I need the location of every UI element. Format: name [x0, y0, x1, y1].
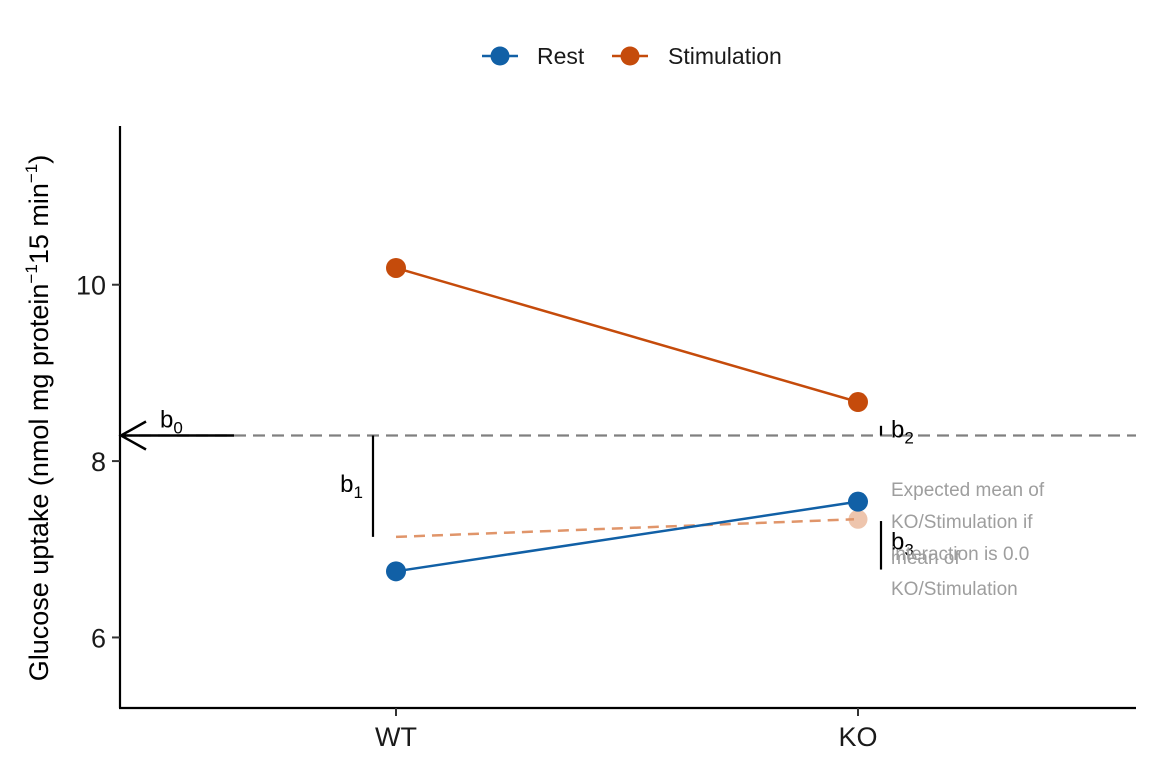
y-axis-label-pre: Glucose uptake (nmol mg protein: [24, 284, 54, 682]
expected-point-ko: [848, 509, 868, 529]
legend-dot-rest: [490, 46, 510, 66]
b3-label-sub: 3: [904, 540, 913, 559]
x-tick-label-ko: KO: [838, 722, 877, 752]
expected-line: [395, 518, 855, 539]
y-axis-label-mid: 15 min: [24, 183, 54, 264]
expected-mean-note-line-2: KO/Stimulation if: [891, 512, 1033, 533]
b0-label: b0: [160, 407, 183, 438]
legend-dot-stimulation: [620, 46, 640, 66]
expected-mean-note-line-1: Expected mean of: [891, 480, 1045, 501]
y-ticks: 6 8 10: [76, 271, 120, 653]
expected-mean-note-line-3: interaction is 0.0: [891, 544, 1029, 565]
mean-note: mean of KO/Stimulation: [891, 548, 1018, 600]
y-axis-label-post: ): [24, 155, 54, 164]
y-axis-label-sup1: −1: [22, 264, 41, 283]
y-axis-label-sup2: −1: [22, 164, 41, 183]
x-ticks: WT KO: [375, 708, 878, 752]
point-rest-ko: [848, 491, 868, 512]
series-line-rest: [395, 500, 859, 573]
b2-label-sub: 2: [904, 429, 913, 448]
point-rest-wt: [386, 561, 406, 582]
mean-note-line-1: mean of: [891, 548, 960, 569]
series-layer: [386, 257, 868, 582]
legend-item-stimulation: Stimulation: [612, 43, 782, 69]
legend-label-rest: Rest: [537, 43, 585, 69]
b1-label-sub: 1: [354, 483, 363, 502]
legend-label-stimulation: Stimulation: [668, 43, 782, 69]
b1-label-base: b: [340, 471, 353, 498]
y-axis-label: Glucose uptake (nmol mg protein−115 min−…: [22, 155, 54, 682]
b2-label-base: b: [891, 417, 904, 444]
x-tick-label-wt: WT: [375, 722, 417, 752]
legend: Rest Stimulation: [482, 43, 782, 69]
y-tick-label-10: 10: [76, 271, 106, 301]
expected-mean-note: Expected mean of KO/Stimulation if inter…: [891, 480, 1049, 565]
b0-label-base: b: [160, 407, 173, 434]
mean-note-line-2: KO/Stimulation: [891, 579, 1018, 600]
y-tick-label-8: 8: [91, 447, 106, 477]
b0-arrow: [118, 420, 234, 451]
b2-label: b2: [891, 417, 914, 448]
b1-label: b1: [340, 471, 363, 502]
b3-label-base: b: [891, 528, 904, 555]
legend-item-rest: Rest: [482, 43, 585, 69]
y-tick-label-6: 6: [91, 623, 106, 653]
series-line-stimulation: [395, 266, 859, 404]
b3-label: b3: [891, 528, 914, 559]
point-stimulation-wt: [386, 257, 406, 278]
b0-label-sub: 0: [173, 419, 182, 438]
point-stimulation-ko: [848, 392, 868, 413]
